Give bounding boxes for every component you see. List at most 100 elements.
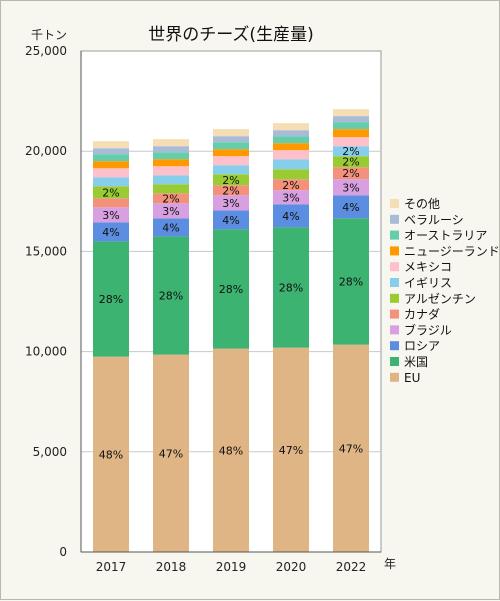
data-label: 4% (162, 221, 179, 234)
bar-segment (153, 146, 189, 153)
bar-segment (93, 154, 129, 162)
x-axis-unit-label: 年 (384, 557, 396, 571)
legend-swatch (390, 372, 399, 382)
data-label: 28% (99, 293, 123, 306)
legend-item: その他 (404, 197, 440, 211)
bar-segment (213, 156, 249, 166)
bar-segment (153, 175, 189, 185)
axes (80, 51, 381, 553)
bar-segment (153, 193, 189, 204)
bar-segment (213, 142, 249, 150)
bar-segment (333, 167, 369, 180)
legend-swatch (390, 230, 399, 240)
data-label: 4% (102, 226, 119, 239)
data-label: 3% (102, 209, 119, 222)
bar-segment (273, 204, 309, 228)
legend-swatch (390, 293, 399, 303)
data-label: 2% (342, 167, 359, 180)
data-label: 2% (222, 184, 239, 197)
bar-segment (153, 184, 189, 194)
bar-segment (273, 227, 309, 348)
bar-segment (213, 229, 249, 349)
data-label: 2% (282, 179, 299, 192)
bar-segment (273, 130, 309, 137)
bar-segment (333, 344, 369, 552)
legend-swatch (390, 278, 399, 287)
bar-segment (93, 168, 129, 178)
legend-swatch (390, 357, 399, 366)
bar-segment (273, 143, 309, 151)
legend-swatch (390, 246, 399, 256)
data-label: 2% (342, 156, 359, 169)
bar-segment (273, 136, 309, 144)
data-label: 2% (102, 186, 119, 199)
bar-segment (93, 161, 129, 169)
data-label: 47% (279, 444, 303, 457)
legend-item: アルゼンチン (404, 292, 476, 306)
bar-segment (273, 179, 309, 191)
x-tick-label: 2022 (336, 560, 367, 574)
data-label: 2% (342, 145, 359, 158)
bar-segment (333, 156, 369, 168)
legend-swatch (390, 262, 399, 272)
x-tick-labels: 2017 2018 2019 2020 2022 (96, 560, 367, 574)
bar-segment (153, 152, 189, 160)
bar-segment (93, 356, 129, 552)
legend-swatch (390, 199, 399, 208)
legend-item: ニュージーランド (404, 244, 500, 258)
bar-segment (213, 348, 249, 552)
data-label: 2% (222, 174, 239, 187)
bar-segment (153, 354, 189, 552)
bar-segment (153, 139, 189, 147)
bar-segment (153, 203, 189, 219)
y-tick-label: 5,000 (33, 445, 67, 459)
bar-segment (333, 218, 369, 345)
bar-segment (273, 159, 309, 170)
bar-segment (333, 116, 369, 123)
bar-segment (273, 150, 309, 160)
legend-item: ロシア (404, 339, 440, 353)
bar-segment (93, 141, 129, 149)
x-tick-label: 2017 (96, 560, 127, 574)
bars: 48%28%4%3%2%47%28%4%3%2%48%28%4%3%2%2%47… (93, 109, 369, 552)
bar-segment (93, 198, 129, 208)
data-label: 3% (282, 191, 299, 204)
bar-segment (93, 222, 129, 242)
data-label: 47% (339, 442, 363, 455)
data-label: 4% (342, 201, 359, 214)
y-tick-label: 15,000 (25, 244, 67, 258)
bar-segment (93, 177, 129, 187)
bar-segment (213, 195, 249, 211)
bar-segment (273, 190, 309, 205)
bar-segment (213, 149, 249, 157)
bar-segment (93, 207, 129, 223)
y-tick-label: 20,000 (25, 144, 67, 158)
bar-segment (333, 109, 369, 117)
bar-segment (213, 210, 249, 230)
legend-swatch (390, 341, 399, 351)
bar-segment (153, 166, 189, 176)
data-label: 48% (219, 444, 243, 457)
legend: その他ベラルーシオーストラリアニュージーランドメキシコイギリスアルゼンチンカナダ… (390, 197, 500, 385)
bar-segment (213, 174, 249, 186)
bar-segment (273, 123, 309, 131)
bar-segment (153, 236, 189, 355)
bar-segment (333, 122, 369, 130)
bar-segment (153, 159, 189, 167)
data-label: 28% (339, 275, 363, 288)
data-label: 47% (159, 447, 183, 460)
x-tick-label: 2018 (156, 560, 187, 574)
bar-segment (213, 185, 249, 196)
data-label: 28% (219, 283, 243, 296)
y-tick-label: 25,000 (25, 44, 67, 58)
data-label: 3% (222, 197, 239, 210)
legend-swatch (390, 214, 399, 224)
bar-segment (333, 179, 369, 196)
chart-title: 世界のチーズ(生産量) (148, 25, 313, 45)
legend-item: オーストラリア (404, 229, 487, 243)
legend-item: 米国 (404, 355, 428, 369)
legend-swatch (390, 309, 399, 319)
legend-item: カナダ (404, 307, 440, 322)
data-label: 28% (159, 289, 183, 302)
